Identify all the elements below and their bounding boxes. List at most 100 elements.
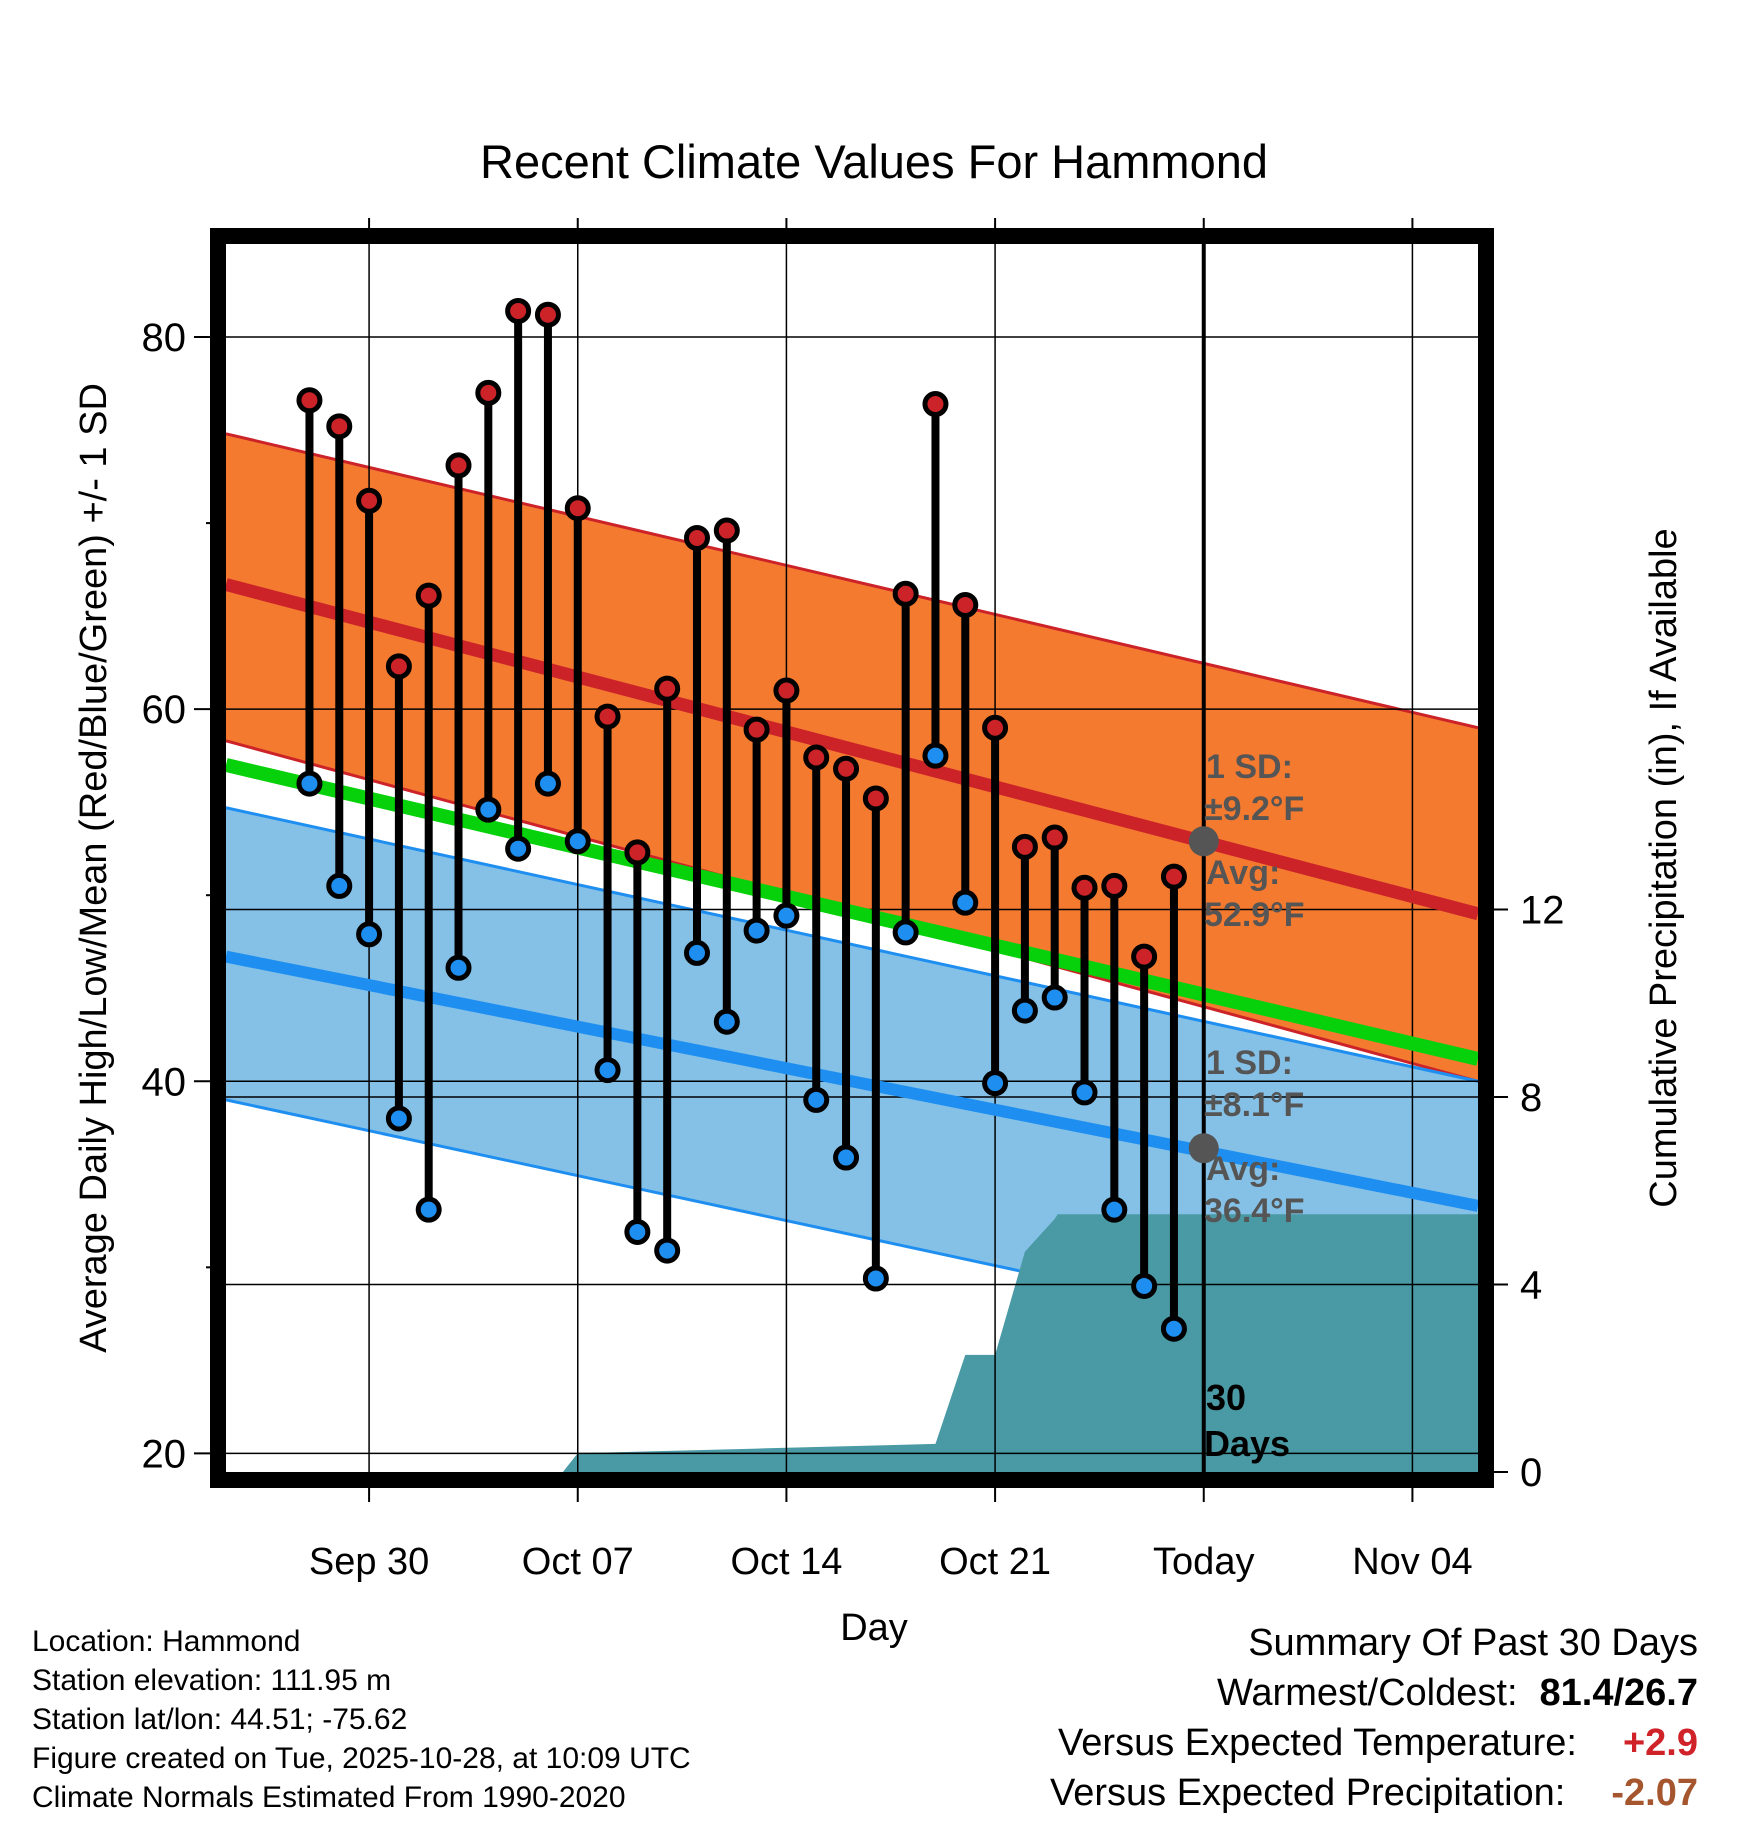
plot-frame <box>210 228 1494 1488</box>
daily-low-point <box>1071 1079 1098 1106</box>
x-tick-label: Sep 30 <box>309 1541 429 1583</box>
station-info: Location: Hammond Station elevation: 111… <box>32 1622 691 1817</box>
y-left-tick-label: 40 <box>142 1060 187 1104</box>
y-right-tick-label: 12 <box>1520 889 1565 933</box>
daily-low-point <box>683 939 710 966</box>
daily-high-point <box>624 839 651 866</box>
daily-low-point <box>534 770 561 797</box>
daily-high-point <box>743 716 770 743</box>
daily-low-point <box>356 921 383 948</box>
annotations: 1 SD: ±9.2°F Avg: 52.9°F 1 SD: ±8.1°F Av… <box>1204 748 1305 1464</box>
x-axis-label: Day <box>840 1607 908 1649</box>
daily-high-point <box>982 714 1009 741</box>
daily-low-point <box>415 1196 442 1223</box>
x-tick-label: Today <box>1153 1541 1254 1583</box>
summary-precip: Versus Expected Precipitation: -2.07 <box>1050 1768 1698 1818</box>
daily-high-point <box>1101 872 1128 899</box>
daily-low-point <box>1041 984 1068 1011</box>
daily-high-point <box>1041 824 1068 851</box>
low-avg-today-dot <box>1188 1133 1219 1164</box>
daily-low-point <box>505 835 532 862</box>
summary-temp-label: Versus Expected Temperature: <box>1058 1722 1577 1764</box>
y-right-tick-label: 8 <box>1520 1076 1542 1120</box>
summary-warm-cold-label: Warmest/Coldest: <box>1216 1672 1518 1714</box>
low-avg-line <box>224 950 1480 1212</box>
daily-low-point <box>385 1105 412 1132</box>
daily-high-point <box>862 785 889 812</box>
high-sd-value: ±9.2°F <box>1204 790 1304 828</box>
daily-high-point <box>922 391 949 418</box>
y-left-tick-label: 80 <box>142 316 187 360</box>
high-sd-label: 1 SD: <box>1206 748 1293 786</box>
summary-panel: Summary Of Past 30 Days Warmest/Coldest:… <box>1050 1618 1698 1818</box>
daily-high-point <box>1011 833 1038 860</box>
info-elevation: Station elevation: 111.95 m <box>32 1664 392 1697</box>
x-tick-label: Nov 04 <box>1352 1541 1472 1583</box>
high-avg-label: Avg: <box>1206 854 1280 892</box>
daily-high-point <box>654 675 681 702</box>
daily-values <box>296 297 1187 1342</box>
info-normals: Climate Normals Estimated From 1990-2020 <box>32 1781 626 1814</box>
info-location: Location: Hammond <box>32 1625 301 1658</box>
daily-low-point <box>326 872 353 899</box>
summary-warm-cold-value: 81.4/26.7 <box>1539 1672 1698 1714</box>
daily-low-point <box>475 796 502 823</box>
daily-high-point <box>534 301 561 328</box>
daily-high-point <box>415 582 442 609</box>
high-avg-value: 52.9°F <box>1204 896 1305 934</box>
summary-temp-value: +2.9 <box>1622 1722 1698 1764</box>
daily-high-point <box>803 744 830 771</box>
daily-low-point <box>952 889 979 916</box>
low-sd-label: 1 SD: <box>1206 1044 1293 1082</box>
summary-precip-value: -2.07 <box>1611 1772 1698 1814</box>
days-label-word: Days <box>1204 1423 1290 1464</box>
y-left-tick-label: 60 <box>142 688 187 732</box>
daily-high-point <box>683 524 710 551</box>
daily-high-point <box>475 379 502 406</box>
y-axis-right-label: Cumulative Precipitation (in), If Availa… <box>1643 528 1685 1207</box>
daily-low-point <box>803 1086 830 1113</box>
daily-low-point <box>594 1057 621 1084</box>
daily-high-point <box>952 591 979 618</box>
daily-high-point <box>773 677 800 704</box>
daily-high-point <box>356 487 383 514</box>
summary-warm-cold: Warmest/Coldest: 81.4/26.7 <box>1050 1668 1698 1718</box>
low-sd-upper-line <box>225 806 1479 1083</box>
high-avg-line <box>224 578 1480 921</box>
frame-border <box>210 228 1494 1488</box>
daily-high-point <box>505 297 532 324</box>
low-avg-label: Avg: <box>1206 1150 1280 1188</box>
x-tick-label: Oct 21 <box>939 1541 1051 1583</box>
daily-low-point <box>922 742 949 769</box>
days-label-number: 30 <box>1206 1377 1246 1418</box>
daily-low-point <box>982 1070 1009 1097</box>
daily-low-point <box>564 828 591 855</box>
daily-high-point <box>564 495 591 522</box>
precipitation-area <box>226 1214 1478 1472</box>
mean-line <box>224 758 1480 1066</box>
info-created: Figure created on Tue, 2025-10-28, at 10… <box>32 1742 691 1775</box>
daily-low-point <box>713 1008 740 1035</box>
info-latlon: Station lat/lon: 44.51; -75.62 <box>32 1703 408 1736</box>
daily-high-point <box>1160 863 1187 890</box>
chart-title: Recent Climate Values For Hammond <box>480 135 1268 188</box>
daily-low-point <box>743 917 770 944</box>
axes: Sep 30 Oct 07 Oct 14 Oct 21 Today Nov 0420406… <box>142 218 1565 1583</box>
high-avg-today-dot <box>1188 826 1219 857</box>
daily-low-point <box>862 1265 889 1292</box>
daily-high-point <box>892 580 919 607</box>
precip-cumulative-area <box>226 1214 1478 1472</box>
daily-low-point <box>773 902 800 929</box>
daily-high-point <box>1131 943 1158 970</box>
summary-temp: Versus Expected Temperature: +2.9 <box>1050 1718 1698 1768</box>
x-tick-label: Oct 14 <box>730 1541 842 1583</box>
daily-low-point <box>445 954 472 981</box>
daily-low-point <box>892 919 919 946</box>
low-sd-value: ±8.1°F <box>1204 1086 1304 1124</box>
y-right-tick-label: 4 <box>1520 1264 1542 1308</box>
daily-low-point <box>1160 1315 1187 1342</box>
normal-lines <box>224 578 1480 1212</box>
y-left-tick-label: 20 <box>142 1432 187 1476</box>
daily-low-point <box>624 1218 651 1245</box>
